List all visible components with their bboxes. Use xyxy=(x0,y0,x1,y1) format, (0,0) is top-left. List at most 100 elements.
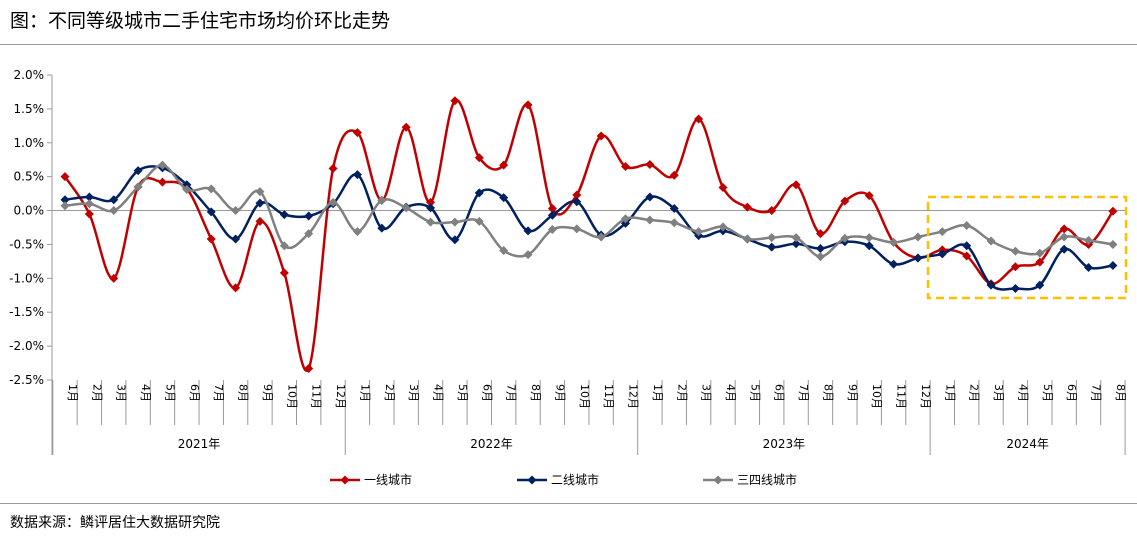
data-point xyxy=(304,363,314,373)
data-point xyxy=(889,237,899,247)
data-point xyxy=(304,211,314,221)
data-point xyxy=(791,239,801,249)
data-point xyxy=(645,159,655,169)
data-point xyxy=(694,227,704,237)
data-point xyxy=(596,131,606,141)
data-point xyxy=(328,197,338,207)
data-point xyxy=(377,223,387,233)
data-point xyxy=(889,259,899,269)
y-tick-label: 0.5% xyxy=(14,170,45,184)
x-tick-label: 12月 xyxy=(919,384,932,409)
data-point xyxy=(499,246,509,256)
data-point xyxy=(206,234,216,244)
x-tick-label: 3月 xyxy=(407,384,420,402)
x-tick-label: 8月 xyxy=(1114,384,1127,402)
x-tick-label: 1月 xyxy=(943,384,956,402)
data-point xyxy=(231,206,241,216)
data-point xyxy=(986,280,996,290)
x-tick-label: 1月 xyxy=(651,384,664,402)
data-point xyxy=(767,206,777,216)
data-point xyxy=(913,232,923,242)
y-tick-label: -0.5% xyxy=(9,237,44,251)
x-tick-label: 6月 xyxy=(188,384,201,402)
data-point xyxy=(547,204,557,214)
x-tick-label: 1月 xyxy=(358,384,371,402)
data-point xyxy=(450,217,460,227)
data-point xyxy=(84,209,94,219)
data-point xyxy=(840,196,850,206)
data-point xyxy=(718,222,728,232)
data-point xyxy=(937,227,947,237)
data-point xyxy=(645,215,655,225)
data-point xyxy=(474,188,484,198)
data-point xyxy=(255,216,265,226)
data-point xyxy=(547,225,557,235)
y-tick-label: 0.0% xyxy=(14,204,45,218)
y-tick-label: -2.5% xyxy=(9,373,44,387)
data-point xyxy=(669,170,679,180)
data-point xyxy=(645,192,655,202)
series-line xyxy=(63,99,1114,372)
data-point xyxy=(864,233,874,243)
data-point xyxy=(426,203,436,213)
x-tick-label: 9月 xyxy=(553,384,566,402)
data-point xyxy=(718,183,728,193)
x-tick-label: 1月 xyxy=(66,384,79,402)
data-point xyxy=(767,242,777,252)
x-tick-label: 10月 xyxy=(285,384,298,409)
data-point xyxy=(474,216,484,226)
x-tick-label: 2月 xyxy=(675,384,688,402)
data-point xyxy=(157,177,167,187)
legend-marker xyxy=(340,475,350,485)
data-point xyxy=(1010,262,1020,272)
y-tick-label: 1.5% xyxy=(14,102,45,116)
data-point xyxy=(231,283,241,293)
x-tick-label: 5月 xyxy=(748,384,761,402)
x-tick-label: 11月 xyxy=(310,384,323,409)
data-point xyxy=(1010,284,1020,293)
data-point xyxy=(352,170,362,180)
data-point xyxy=(133,166,143,176)
data-point xyxy=(157,160,167,170)
x-tick-label: 8月 xyxy=(821,384,834,402)
x-tick-label: 3月 xyxy=(700,384,713,402)
source-note: 数据来源：鳞评居住大数据研究院 xyxy=(10,515,220,531)
data-point xyxy=(840,233,850,243)
data-point xyxy=(547,210,557,220)
data-point xyxy=(109,195,119,205)
x-tick-label: 12月 xyxy=(334,384,347,409)
x-tick-label: 8月 xyxy=(237,384,250,402)
data-point xyxy=(742,202,752,212)
x-tick-label: 10月 xyxy=(870,384,883,409)
data-point xyxy=(694,114,704,124)
data-point xyxy=(401,122,411,132)
data-point xyxy=(767,233,777,243)
data-point xyxy=(401,203,411,213)
data-point xyxy=(206,207,216,217)
data-point xyxy=(279,268,289,278)
data-point xyxy=(377,195,387,205)
data-point xyxy=(1035,257,1045,267)
data-point xyxy=(279,241,289,251)
data-point xyxy=(133,182,143,192)
x-tick-label: 6月 xyxy=(480,384,493,402)
data-point xyxy=(255,187,265,197)
x-tick-label: 4月 xyxy=(432,384,445,402)
data-point xyxy=(523,250,533,260)
data-point xyxy=(523,226,533,236)
legend-marker xyxy=(713,475,723,485)
legend-label: 一线城市 xyxy=(364,472,412,487)
data-point xyxy=(913,253,923,263)
data-point xyxy=(84,192,94,202)
footer-divider xyxy=(0,503,1137,504)
year-label: 2024年 xyxy=(1006,437,1049,451)
data-point xyxy=(182,185,192,195)
year-label: 2022年 xyxy=(470,437,513,451)
data-point xyxy=(864,191,874,201)
x-tick-label: 6月 xyxy=(773,384,786,402)
data-point xyxy=(621,162,631,171)
legend-label: 三四线城市 xyxy=(737,472,797,487)
data-point xyxy=(255,198,265,208)
data-point xyxy=(621,214,631,224)
data-point xyxy=(426,197,436,207)
